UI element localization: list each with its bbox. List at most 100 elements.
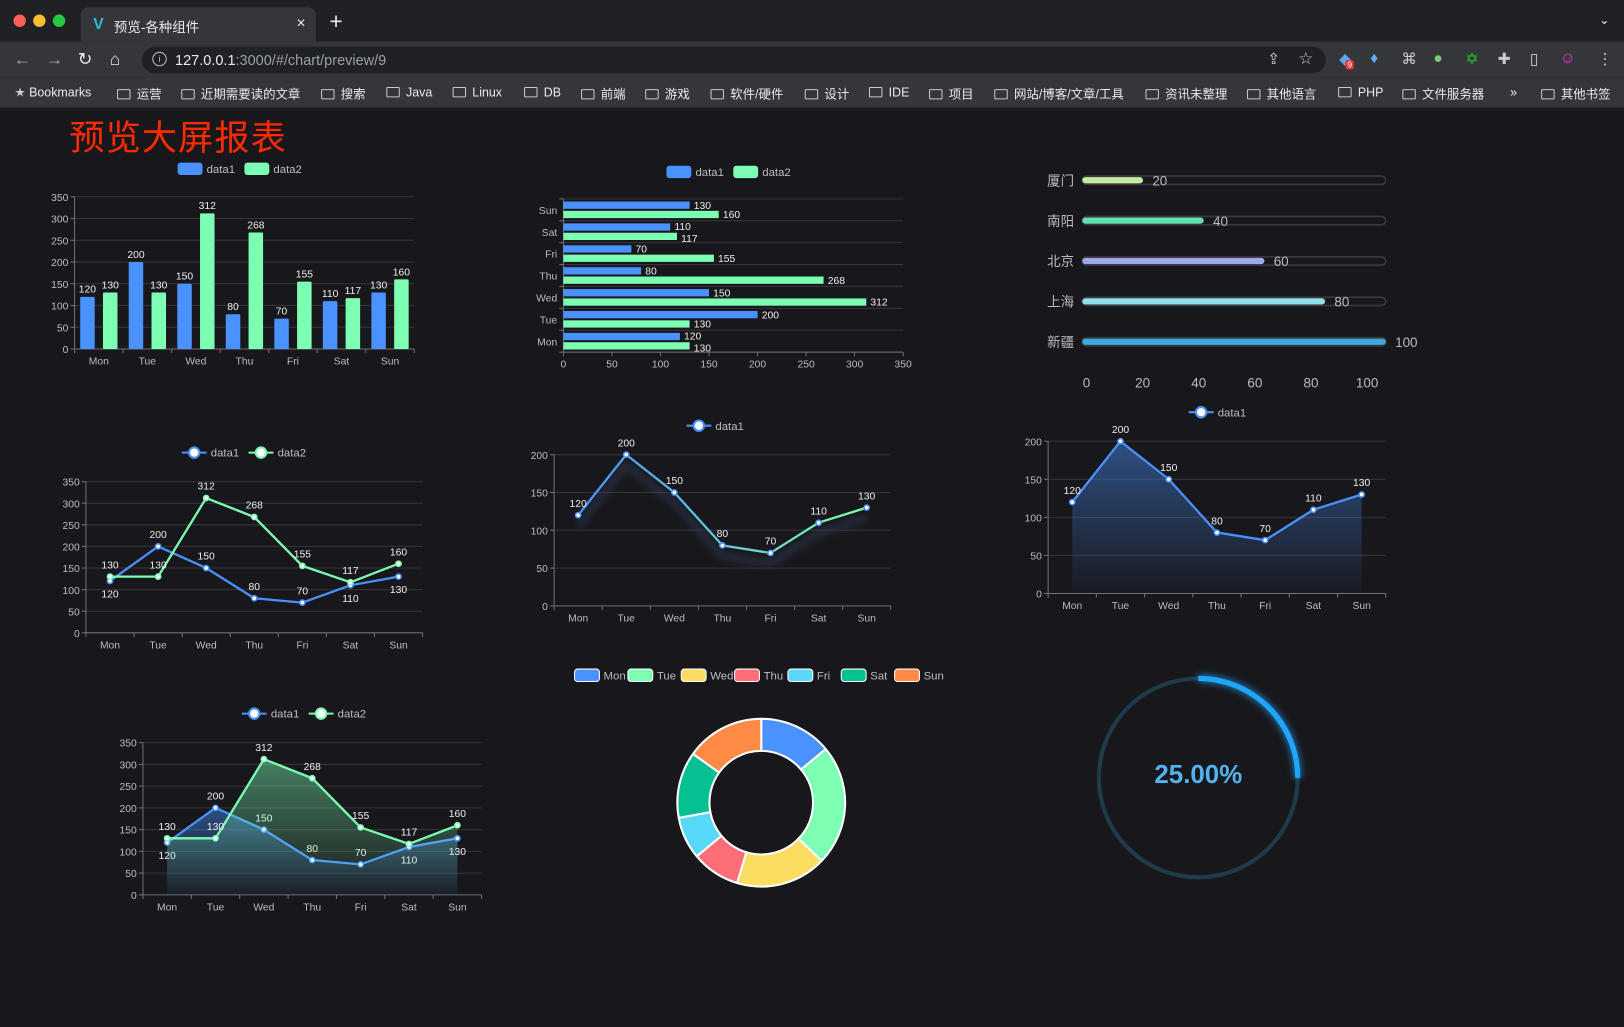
reload-icon[interactable]: ↻ [77,49,93,70]
more-bookmarks-button[interactable]: » [1510,84,1517,100]
y-tick-label: 350 [119,739,137,750]
green-dot-extension-icon[interactable]: ● [1433,49,1443,68]
bookmark-folder[interactable]: DB [524,85,561,99]
chart-axes: 0 50 100 150 200 250 300 350 Mon Tue Wed Thu Fri Sat S… [536,198,912,371]
gauge-value: 25.00% [1154,760,1243,790]
data-label: 160 [390,547,408,558]
data-label: 110 [810,506,827,517]
bar-value-label: 130 [694,201,712,212]
x-tick-label: Fri [1259,601,1271,612]
puzzle-extensions-icon[interactable]: ✚ [1497,50,1511,69]
data-point [767,549,774,557]
legend-item-data2[interactable]: data2 [248,446,306,460]
legend-item-data1[interactable]: data1 [181,446,239,460]
bookmark-folder[interactable]: 前端 [581,85,626,103]
bookmark-folder[interactable]: 设计 [804,85,849,103]
profile-avatar-icon[interactable]: ☺ [1559,49,1576,68]
data-label: 155 [294,550,312,561]
close-window-button[interactable] [13,14,26,27]
legend-item-data1[interactable]: data1 [177,162,235,176]
folder-icon [386,86,400,98]
bookmark-folder[interactable]: 文件服务器 [1402,85,1484,103]
x-tick-label: 20 [1135,375,1150,390]
legend-item-data2[interactable]: data2 [308,707,366,721]
legend-item-data1[interactable]: data1 [1188,405,1246,419]
legend-item-Thu[interactable]: Thu [734,668,784,682]
side-panel-icon[interactable]: ▯ [1529,50,1539,69]
legend-item-Fri[interactable]: Fri [787,668,830,682]
bar-value-label: 130 [694,344,712,355]
command-extension-icon[interactable]: ⌘ [1401,50,1417,69]
legend-item-Wed[interactable]: Wed [680,668,733,683]
x-tick-label: Wed [253,902,274,913]
browser-tab[interactable]: V 预览-各种组件 × [80,7,316,42]
bar-data2 [102,292,118,350]
menu-dots-icon[interactable]: ⋮ [1597,50,1613,69]
bookmark-label: PHP [1357,84,1384,100]
y-tick-label: 0 [542,602,548,613]
bar-value-label: 120 [79,285,97,296]
share-icon[interactable]: ⇪ [1267,50,1281,69]
line-shadow [574,459,868,568]
url-text[interactable]: 127.0.0.1:3000/#/chart/preview/9 [175,52,386,69]
legend-item-data1[interactable]: data1 [241,707,299,721]
data-label: 268 [304,762,322,773]
new-tab-button[interactable]: + [329,8,343,35]
legend-item-Sat[interactable]: Sat [840,668,888,682]
other-bookmarks-folder[interactable]: 其他书签 [1541,85,1611,103]
data-point [212,834,219,842]
legend-swatch-icon [680,668,707,683]
bookmark-folder[interactable]: Linux [452,85,502,99]
legend-item-Mon[interactable]: Mon [574,668,626,682]
data-point [163,834,171,842]
legend-item-data2[interactable]: data2 [733,165,791,179]
bookmark-folder[interactable]: 项目 [929,85,974,103]
legend-item-Sun[interactable]: Sun [894,668,944,682]
bookmark-folder[interactable]: 搜索 [321,85,366,103]
back-arrow-icon[interactable]: ← [13,49,32,70]
forward-arrow-icon[interactable]: → [45,49,64,70]
legend-label: Sat [870,670,888,682]
bookmark-folder[interactable]: IDE [868,85,909,99]
x-tick-label: Tue [149,640,167,651]
legend-item-data2[interactable]: data2 [244,162,302,176]
diamond-extension-icon[interactable]: ♦ [1370,49,1379,68]
y-tick-label: 50 [1030,552,1042,563]
bookmarks-menu[interactable]: ★ Bookmarks [14,85,91,99]
y-tick-label: Tue [540,315,558,326]
legend-item-data1[interactable]: data1 [686,419,744,433]
bookmark-folder[interactable]: 资讯未整理 [1145,85,1227,103]
bookmark-folder[interactable]: Java [386,85,432,99]
extension-icon[interactable]: ◆9 [1339,50,1355,70]
legend-item-Tue[interactable]: Tue [627,668,676,682]
bookmark-label: 游戏 [664,86,690,102]
home-icon[interactable]: ⌂ [109,49,121,70]
bookmark-folder[interactable]: 运营 [117,85,162,103]
address-bar[interactable]: i 127.0.0.1:3000/#/chart/preview/9 ⇪ ☆ [141,46,1326,74]
bookmark-folder[interactable]: 其他语言 [1246,85,1316,103]
legend-item-data1[interactable]: data1 [666,165,724,179]
folder-icon [117,89,131,100]
bookmark-folder[interactable]: 游戏 [645,85,690,103]
progress-value: 60 [1274,254,1289,269]
x-tick-label: Sun [857,613,876,624]
minimize-window-button[interactable] [33,14,46,27]
star-extension-icon[interactable]: ✡ [1465,50,1479,69]
info-icon[interactable]: i [152,51,167,67]
chart-legend: data1 data2 [666,165,791,179]
bookmark-folder[interactable]: 近期需要读的文章 [181,85,300,103]
tab-close-icon[interactable]: × [296,14,306,33]
x-tick-label: Tue [207,902,225,913]
bookmark-star-icon[interactable]: ☆ [1298,50,1314,69]
bookmark-folder[interactable]: 软件/硬件 [710,85,783,103]
maximize-window-button[interactable] [52,14,66,27]
tab-search-chevron-icon[interactable]: ⌄ [1599,12,1610,27]
bookmark-folder[interactable]: 网站/博客/文章/工具 [994,85,1124,103]
bar-data1 [563,267,642,275]
bookmark-label: 资讯未整理 [1165,86,1228,102]
bar-data1 [225,314,241,350]
bookmark-folder[interactable]: PHP [1338,85,1383,99]
bookmark-label: 项目 [948,86,974,102]
progress-label: 北京 [1047,254,1074,269]
data-label: 130 [207,822,225,833]
